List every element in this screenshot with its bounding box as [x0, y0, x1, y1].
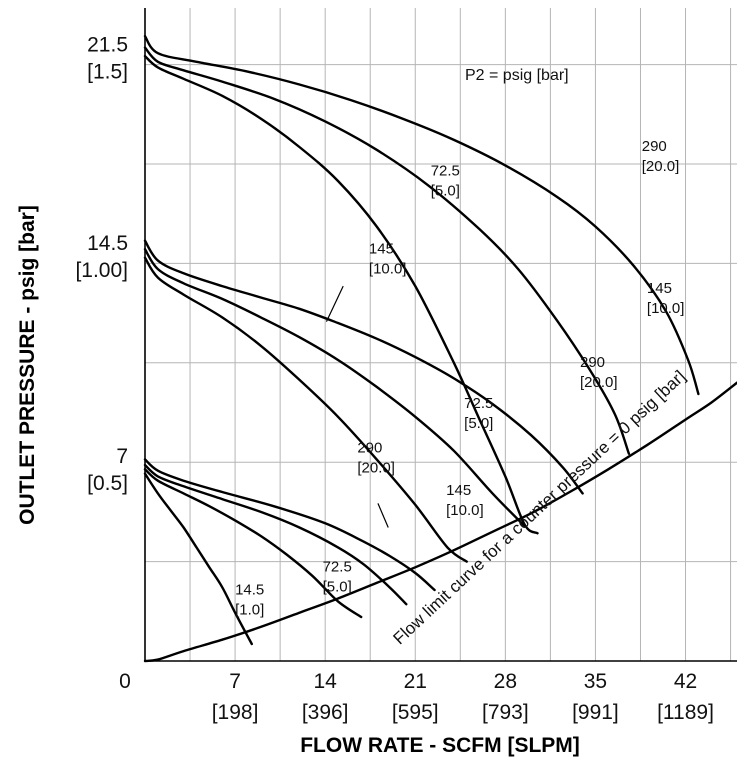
series-line-2 — [143, 463, 408, 606]
curve-label-3: 290 [20.0] — [357, 439, 395, 476]
x-tick-sub-3: [595] — [392, 701, 439, 724]
curve-label-0: 14.5 [1.0] — [235, 581, 264, 618]
curve-label-2: 145 [10.0] — [446, 482, 484, 519]
x-tick-sub-1: [198] — [212, 701, 259, 724]
series-line-3 — [143, 458, 436, 592]
x-tick-sub-2: [396] — [302, 701, 349, 724]
y-tick-sub-0: [1.5] — [87, 60, 128, 83]
curve-label-8: 145 [10.0] — [647, 280, 685, 317]
x-tick-sub-5: [991] — [572, 701, 619, 724]
curve-label-4: 72.5 [5.0] — [464, 395, 493, 432]
pressure-legend-note: P2 = psig [bar] — [465, 67, 569, 84]
x-tick-label-2: 14 — [313, 670, 337, 693]
plot-axes — [144, 8, 737, 662]
series-line-1 — [143, 468, 363, 619]
series-line-8 — [143, 46, 631, 455]
x-tick-label-0: 0 — [119, 670, 131, 693]
leader-line-0 — [377, 503, 389, 528]
leader-line-1 — [325, 285, 344, 322]
y-tick-label-1: 14.5 — [87, 232, 128, 255]
grid-lines — [145, 8, 737, 661]
x-tick-label-3: 21 — [404, 670, 427, 693]
flow-limit-curve — [143, 381, 737, 663]
x-tick-sub-4: [793] — [482, 701, 529, 724]
curve-layer — [143, 35, 737, 663]
x-tick-label-4: 28 — [494, 670, 517, 693]
x-tick-label-5: 35 — [584, 670, 607, 693]
curve-label-1: 72.5 [5.0] — [323, 559, 352, 596]
tick-labels: 0 7 [198] 14 [396] 21 [595] 28 [793] 35 [991] 42 [11… — [75, 33, 713, 724]
x-tick-label-1: 7 — [229, 670, 241, 693]
y-tick-sub-2: [0.5] — [87, 472, 128, 495]
y-tick-label-2: 7 — [116, 445, 128, 468]
series-line-5 — [143, 248, 526, 528]
y-axis-title: OUTLET PRESSURE - psig [bar] — [16, 205, 39, 525]
series-line-9 — [143, 35, 700, 396]
series-line-4 — [143, 256, 468, 563]
series-line-6 — [143, 239, 584, 495]
curve-label-7: 72.5 [5.0] — [431, 162, 460, 199]
flow-limit-label-text: Flow limit curve for a counter pressure … — [390, 367, 690, 649]
series-line-0 — [143, 472, 253, 646]
curve-label-5: 145 [10.0] — [369, 240, 407, 277]
y-tick-sub-1: [1.00] — [75, 259, 128, 282]
y-tick-label-0: 21.5 — [87, 33, 128, 56]
curve-label-6: 290 [20.0] — [580, 354, 618, 391]
flow-limit-label: Flow limit curve for a counter pressure … — [390, 367, 690, 649]
x-tick-label-6: 42 — [674, 670, 697, 693]
curve-label-9: 290 [20.0] — [642, 138, 680, 175]
series-line-7 — [143, 54, 539, 535]
x-tick-sub-6: [1189] — [657, 701, 714, 724]
x-axis-title: FLOW RATE - SCFM [SLPM] — [300, 734, 580, 757]
